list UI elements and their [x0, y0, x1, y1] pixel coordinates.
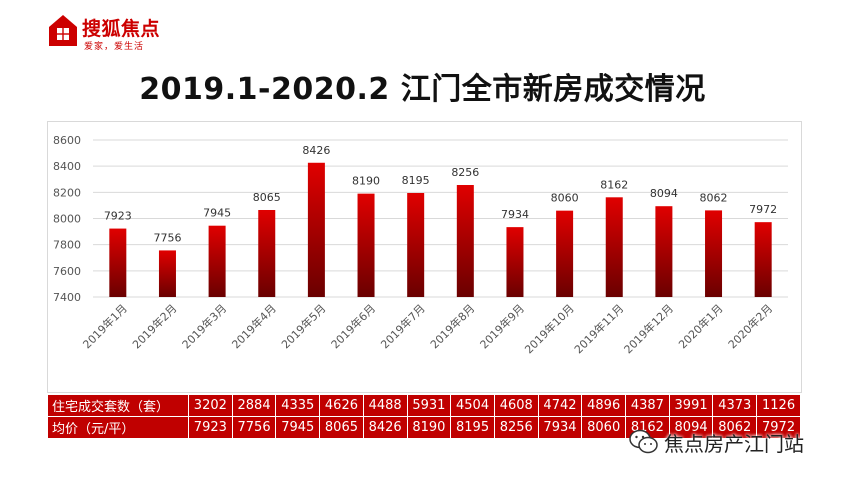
data-label: 8426 [302, 144, 330, 157]
table-cell: 3202 [188, 394, 233, 417]
y-tick-label: 8600 [53, 134, 81, 147]
table-cell: 7972 [756, 416, 801, 439]
table-cell: 7756 [231, 416, 277, 439]
x-tick-label: 2019年9月 [477, 301, 527, 351]
watermark-text: 焦点房产江门站 [664, 432, 804, 456]
x-tick-label: 2019年2月 [129, 301, 179, 351]
x-tick-label: 2020年2月 [725, 301, 775, 351]
x-tick-label: 2019年1月 [80, 301, 130, 351]
table-row: 均价（元/平） 7923 7756 7945 8065 8426 8190 8195 8256 7… [47, 416, 801, 439]
y-tick-label: 7800 [53, 239, 81, 252]
data-label: 8195 [402, 174, 430, 187]
table-cell: 1126 [756, 394, 801, 417]
x-tick-label: 2019年12月 [621, 301, 676, 356]
table-cell: 8426 [362, 416, 408, 439]
data-label: 8162 [600, 178, 628, 191]
table-cell: 7923 [188, 416, 233, 439]
bar [605, 197, 623, 297]
x-tick-label: 2019年3月 [179, 301, 229, 351]
y-tick-label: 7400 [53, 291, 81, 304]
y-tick-label: 8000 [53, 213, 81, 226]
table-cell: 4373 [712, 394, 758, 417]
data-label: 8065 [253, 191, 281, 204]
wechat-icon [629, 429, 658, 454]
data-label: 7923 [104, 210, 132, 223]
table-cell: 4742 [537, 394, 583, 417]
table-cell: 4335 [275, 394, 321, 417]
y-tick-label: 7600 [53, 265, 81, 278]
bar [456, 185, 474, 297]
data-table: 住宅成交套数（套） 3202 2884 4335 4626 4488 5931 4504 460… [47, 394, 801, 439]
table-cell: 8256 [493, 416, 539, 439]
data-label: 8256 [451, 166, 479, 179]
row-label: 住宅成交套数（套） [47, 394, 189, 417]
x-tick-label: 2020年1月 [675, 301, 725, 351]
y-tick-label: 8200 [53, 186, 81, 199]
data-label: 8190 [352, 175, 380, 188]
table-cell: 4504 [450, 394, 495, 417]
data-label: 7934 [501, 208, 529, 221]
table-cell: 8060 [581, 416, 627, 439]
sohu-focus-logo: 搜狐焦点 爱家，爱生活 [48, 12, 178, 56]
data-label: 8094 [650, 187, 678, 200]
logo-brand-sohu: 搜狐 [82, 18, 122, 40]
x-tick-label: 2019年11月 [571, 301, 626, 356]
data-label: 8060 [551, 192, 579, 205]
table-cell: 5931 [406, 394, 452, 417]
row-label: 均价（元/平） [47, 416, 189, 439]
data-label: 7945 [203, 207, 231, 220]
table-cell: 8190 [406, 416, 452, 439]
gridlines [93, 139, 788, 298]
x-tick-label: 2019年10月 [522, 301, 577, 356]
table-cell: 4488 [362, 394, 408, 417]
page-title: 2019.1-2020.2 江门全市新房成交情况 [139, 72, 706, 107]
chart-canvas: 7400 7600 7800 8000 8200 8400 8600 7923 7756 794… [53, 134, 788, 356]
y-tick-label: 8400 [53, 160, 81, 173]
table-cell: 4608 [493, 394, 539, 417]
bar [307, 162, 325, 297]
bar [258, 209, 276, 297]
table-cell: 8195 [450, 416, 495, 439]
bar [556, 210, 574, 297]
logo-brand: 搜狐焦点 [82, 14, 160, 41]
bar [109, 228, 127, 297]
table-cell: 7945 [275, 416, 321, 439]
table-cell: 8062 [712, 416, 758, 439]
bar [357, 193, 375, 297]
bar [158, 250, 176, 297]
wechat-watermark: 焦点房产江门站 [628, 424, 843, 464]
table-row: 住宅成交套数（套） 3202 2884 4335 4626 4488 5931 4504 460… [47, 394, 801, 417]
bar [407, 192, 425, 297]
x-tick-label: 2019年5月 [278, 301, 328, 351]
logo-slogan: 爱家，爱生活 [84, 42, 145, 52]
x-tick-label: 2019年6月 [328, 301, 378, 351]
bar [754, 222, 772, 297]
x-tick-label: 2019年8月 [427, 301, 477, 351]
bar [655, 206, 673, 297]
table-cell: 4896 [581, 394, 627, 417]
house-logo-icon [49, 15, 77, 46]
data-labels: 7923 7756 7945 8065 8426 8190 8195 8256 7934 8060… [104, 144, 777, 245]
table-cell: 2884 [231, 394, 277, 417]
logo-brand-focus: 焦点 [121, 18, 161, 40]
y-axis-ticks: 7400 7600 7800 8000 8200 8400 8600 [53, 134, 81, 304]
data-table-body: 住宅成交套数（套） 3202 2884 4335 4626 4488 5931 4504 460… [47, 394, 801, 439]
x-tick-label: 2019年4月 [229, 301, 279, 351]
bar-chart: 7400 7600 7800 8000 8200 8400 8600 7923 7756 794… [47, 121, 802, 393]
x-tick-label: 2019年7月 [378, 301, 428, 351]
data-label: 7756 [153, 231, 181, 244]
table-cell: 4626 [319, 394, 364, 417]
bar [208, 225, 226, 297]
bar [705, 210, 723, 297]
table-cell: 3991 [668, 394, 714, 417]
table-cell: 4387 [625, 394, 670, 417]
x-axis-ticks: 2019年1月 2019年2月 2019年3月 2019年4月 2019年5月 2019年… [80, 301, 776, 356]
data-label: 7972 [749, 203, 777, 216]
table-cell: 8065 [319, 416, 364, 439]
bars [109, 162, 772, 297]
data-label: 8062 [700, 191, 728, 204]
bar [506, 227, 524, 297]
table-cell: 7934 [537, 416, 583, 439]
